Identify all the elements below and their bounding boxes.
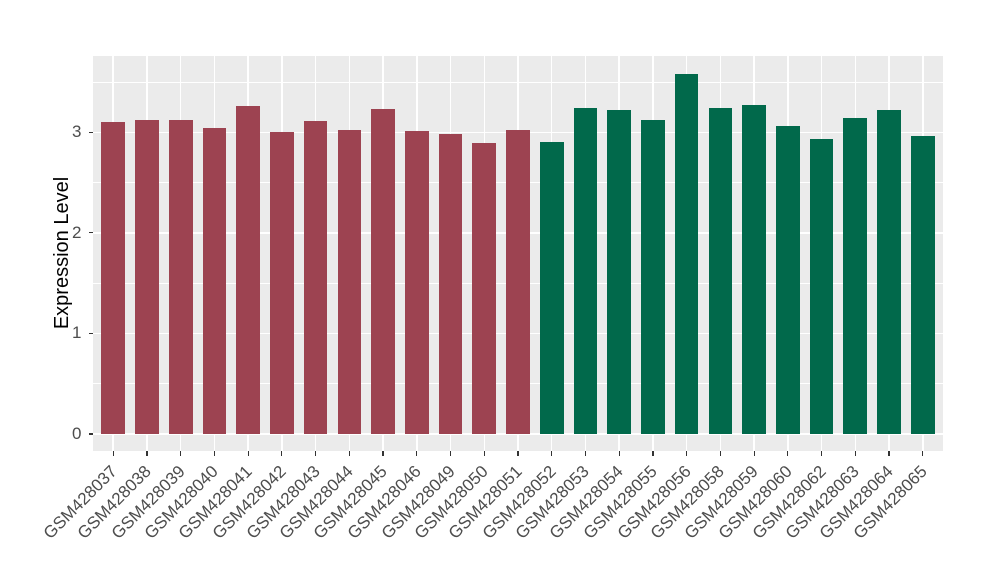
bar: [303, 121, 328, 434]
bar: [438, 134, 463, 434]
x-tick-mark: [112, 451, 114, 456]
plot-panel: [93, 56, 943, 451]
bar: [877, 110, 901, 434]
bar: [674, 74, 699, 434]
bar: [202, 128, 227, 434]
bar: [843, 118, 868, 434]
y-axis-tick-label: 1: [72, 323, 82, 343]
x-tick-mark: [146, 451, 148, 456]
bar: [168, 120, 193, 434]
x-tick-mark: [517, 451, 519, 456]
x-tick-mark: [652, 451, 654, 456]
bar: [506, 130, 530, 434]
x-tick-mark: [618, 451, 620, 456]
x-tick-mark: [213, 451, 216, 456]
x-tick-mark: [315, 451, 317, 456]
y-tick-mark: [88, 433, 93, 435]
x-tick-mark: [449, 451, 452, 456]
bar: [371, 109, 395, 434]
y-tick-mark: [88, 131, 93, 133]
bar: [809, 139, 834, 434]
bar: [742, 105, 766, 434]
x-tick-mark: [888, 451, 890, 456]
bar: [607, 110, 631, 434]
bar: [776, 126, 800, 434]
x-tick-mark: [854, 451, 856, 456]
x-tick-mark: [180, 451, 182, 456]
x-tick-mark: [787, 451, 789, 456]
bar: [539, 142, 564, 434]
y-axis-tick-label: 3: [72, 122, 82, 142]
x-tick-mark: [820, 451, 823, 456]
bar: [405, 131, 429, 434]
y-axis-tick-label: 0: [72, 423, 82, 443]
y-tick-mark: [88, 332, 93, 334]
x-tick-mark: [281, 451, 283, 456]
y-axis-title: Expression Level: [51, 176, 73, 330]
x-tick-mark: [348, 451, 350, 456]
x-tick-mark: [686, 451, 688, 456]
bar: [910, 136, 935, 434]
x-tick-mark: [382, 451, 384, 456]
x-tick-mark: [584, 451, 587, 456]
y-axis-tick-label: 2: [72, 222, 82, 242]
bar: [708, 108, 733, 434]
x-tick-mark: [719, 451, 721, 456]
x-tick-mark: [753, 451, 755, 456]
bar: [472, 143, 497, 434]
bar: [101, 122, 126, 434]
x-tick-mark: [922, 451, 924, 456]
bar: [573, 108, 598, 434]
bar: [641, 120, 665, 434]
bar: [270, 132, 294, 434]
bar: [337, 130, 362, 434]
x-tick-mark: [551, 451, 553, 456]
bar: [135, 120, 159, 434]
x-tick-mark: [416, 451, 418, 456]
x-tick-mark: [483, 451, 485, 456]
x-tick-mark: [247, 451, 249, 456]
bar: [236, 106, 260, 434]
y-tick-mark: [88, 232, 93, 234]
